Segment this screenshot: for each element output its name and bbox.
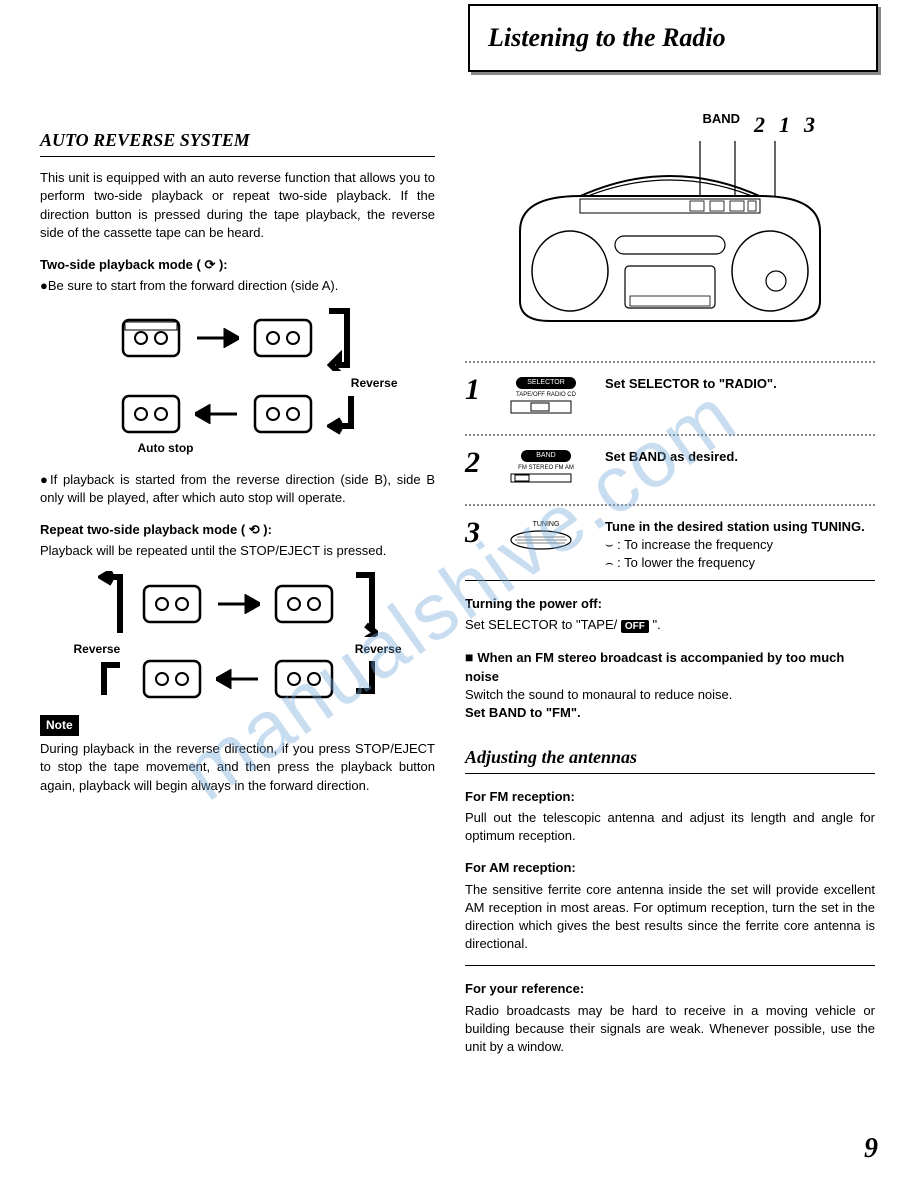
step-1: 1 SELECTOR TAPE/OFF RADIO CD Set SELECTO… xyxy=(465,375,875,422)
callout-3: 3 xyxy=(804,110,815,141)
fm-noise-block: ■ When an FM stereo broadcast is accompa… xyxy=(465,648,875,686)
page-title: Listening to the Radio xyxy=(468,4,878,72)
cassette-icon xyxy=(119,392,183,436)
note-paragraph: During playback in the reverse direction… xyxy=(40,740,435,795)
reference-text: Radio broadcasts may be hard to receive … xyxy=(465,1002,875,1057)
cassette-icon xyxy=(251,392,315,436)
step-2: 2 BAND FM STEREO FM AM Set BAND as desir… xyxy=(465,448,875,491)
auto-stop-label: Auto stop xyxy=(68,440,408,457)
reverse-arrow-icon xyxy=(348,571,378,637)
cassette-icon xyxy=(140,657,204,701)
arrow-left-icon xyxy=(195,404,239,424)
reverse-label: Reverse xyxy=(68,375,408,392)
return-arrow-icon xyxy=(348,657,378,701)
am-reception-text: The sensitive ferrite core antenna insid… xyxy=(465,881,875,954)
left-column: AUTO REVERSE SYSTEM This unit is equippe… xyxy=(40,110,435,1068)
fm-noise-text: Switch the sound to monaural to reduce n… xyxy=(465,686,875,704)
cassette-diagram-2: Reverse Reverse xyxy=(68,571,408,702)
cassette-icon xyxy=(272,657,336,701)
fm-reception-text: Pull out the telescopic antenna and adju… xyxy=(465,809,875,845)
two-side-bullet: ●Be sure to start from the forward direc… xyxy=(40,277,435,295)
callout-labels: BAND 2 1 3 xyxy=(465,110,875,141)
return-arrow-icon xyxy=(98,657,128,701)
antennas-heading: Adjusting the antennas xyxy=(465,745,875,774)
step-1-text: Set SELECTOR to "RADIO". xyxy=(605,376,777,391)
reference-heading: For your reference: xyxy=(465,980,875,998)
repeat-mode-heading: Repeat two-side playback mode ( ⟲ ): xyxy=(40,521,435,539)
step-2-text: Set BAND as desired. xyxy=(605,449,738,464)
arrow-left-icon xyxy=(216,669,260,689)
cassette-icon xyxy=(119,316,183,360)
divider xyxy=(465,965,875,966)
cassette-icon xyxy=(140,582,204,626)
dots-divider xyxy=(465,434,875,436)
arrow-right-icon xyxy=(195,328,239,348)
power-off-heading: Turning the power off: xyxy=(465,595,875,613)
callout-2: 2 xyxy=(754,110,765,141)
auto-reverse-heading: AUTO REVERSE SYSTEM xyxy=(40,128,435,157)
callout-1: 1 xyxy=(779,110,790,141)
boombox-illustration xyxy=(480,141,860,341)
intro-paragraph: This unit is equipped with an auto rever… xyxy=(40,169,435,242)
band-callout-label: BAND xyxy=(702,110,740,141)
am-reception-heading: For AM reception: xyxy=(465,859,875,877)
step-2-graphic: BAND FM STEREO FM AM xyxy=(501,448,591,491)
fm-noise-bold: Set BAND to "FM". xyxy=(465,704,875,722)
cassette-icon xyxy=(272,582,336,626)
step-1-graphic: SELECTOR TAPE/OFF RADIO CD xyxy=(501,375,591,422)
fm-reception-heading: For FM reception: xyxy=(465,788,875,806)
reverse-arrow-icon xyxy=(98,571,128,637)
step-3-number: 3 xyxy=(465,518,487,548)
return-arrow-icon xyxy=(327,392,357,436)
divider xyxy=(465,580,875,581)
right-column: BAND 2 1 3 xyxy=(465,110,875,1068)
cassette-diagram-1: Reverse Auto stop xyxy=(68,305,408,457)
page-number: 9 xyxy=(864,1129,878,1168)
step-3-graphic: TUNING xyxy=(501,518,591,557)
repeat-mode-text: Playback will be repeated until the STOP… xyxy=(40,542,435,560)
reverse-arrow-icon xyxy=(327,305,357,371)
reverse-label-left: Reverse xyxy=(74,641,121,658)
arrow-right-icon xyxy=(216,594,260,614)
step-2-number: 2 xyxy=(465,448,487,478)
dots-divider xyxy=(465,361,875,363)
cassette-icon xyxy=(251,316,315,360)
side-b-note: ●If playback is started from the reverse… xyxy=(40,471,435,507)
note-badge: Note xyxy=(40,715,79,736)
step-3: 3 TUNING Tune in the desired station usi… xyxy=(465,518,875,573)
dots-divider xyxy=(465,504,875,506)
step-3-text: Tune in the desired station using TUNING… xyxy=(605,518,875,573)
two-side-mode-heading: Two-side playback mode ( ⟳ ): xyxy=(40,256,435,274)
step-1-number: 1 xyxy=(465,375,487,405)
power-off-text: Set SELECTOR to "TAPE/ OFF ". xyxy=(465,616,875,634)
reverse-label-right: Reverse xyxy=(355,641,402,658)
